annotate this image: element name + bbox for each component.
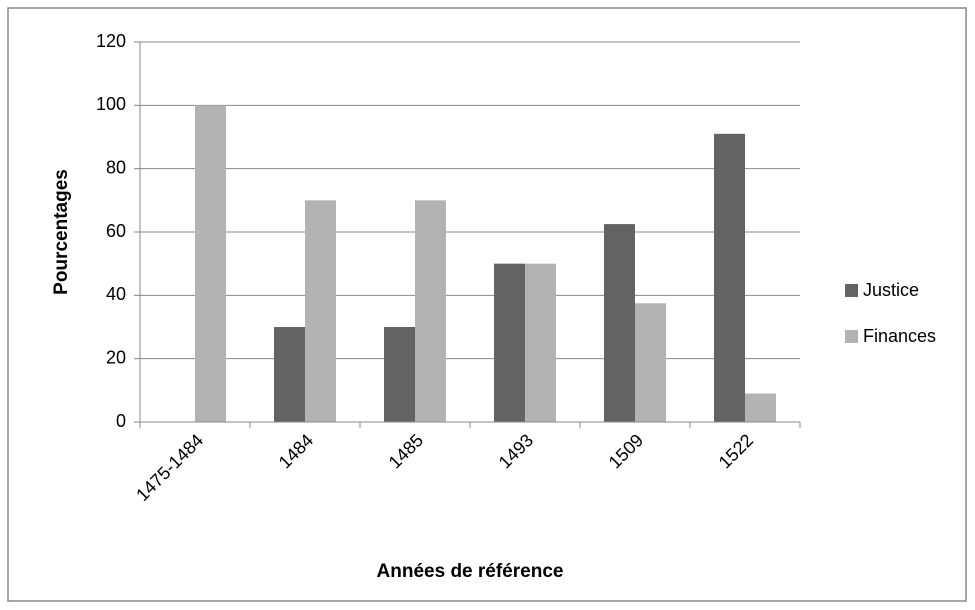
y-tick-label: 60 [106, 221, 126, 241]
bar [745, 393, 776, 422]
y-tick-label: 80 [106, 157, 126, 177]
legend-label: Finances [863, 326, 936, 346]
bar [384, 327, 415, 422]
y-axis-title: Pourcentages [51, 169, 72, 295]
bar [714, 133, 745, 423]
bar [305, 200, 336, 422]
bar [604, 224, 635, 422]
bar [635, 303, 666, 422]
chart-border [7, 7, 967, 602]
y-tick-label: 120 [96, 31, 126, 51]
bar [494, 263, 525, 422]
bar [195, 105, 226, 422]
bar [525, 263, 556, 422]
legend-label: Justice [863, 280, 919, 300]
y-tick-label: 20 [106, 347, 126, 367]
x-axis-title: Années de référence [377, 561, 564, 582]
bar [274, 327, 305, 422]
legend-swatch [845, 330, 858, 343]
legend-swatch [845, 284, 858, 297]
y-tick-label: 100 [96, 94, 126, 114]
y-tick-label: 40 [106, 284, 126, 304]
bar [415, 200, 446, 422]
y-tick-label: 0 [116, 411, 126, 431]
